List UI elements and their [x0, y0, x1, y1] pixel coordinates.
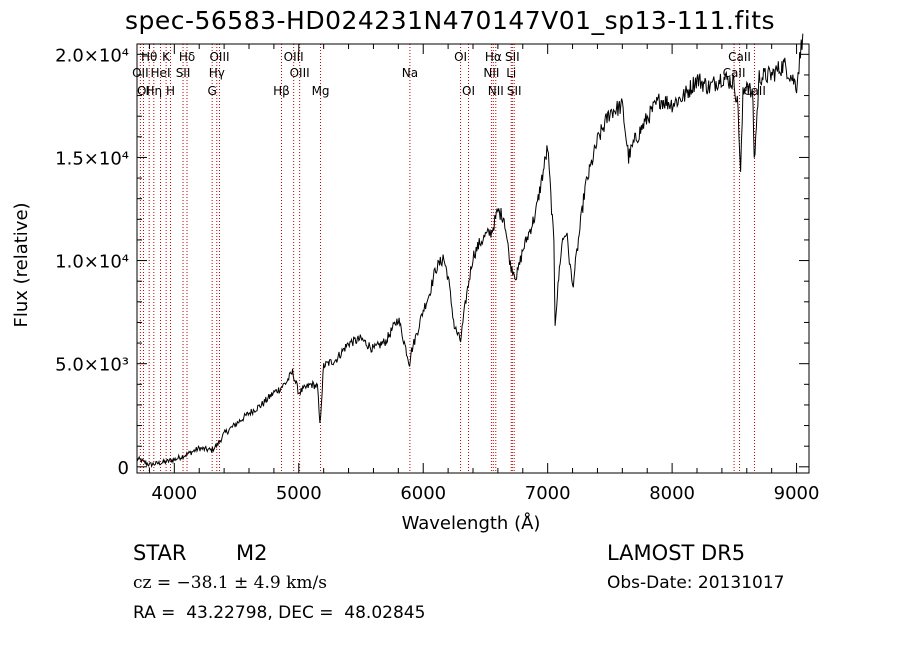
spectral-line-label: Hγ [209, 66, 225, 80]
chart-title: spec-56583-HD024231N470147V01_sp13-111.f… [124, 6, 776, 35]
spectrum-series [136, 33, 804, 469]
spectral-line-label: NII [483, 66, 499, 80]
spectral-line-markers [139, 44, 755, 473]
redshift-cz: cz = −38.1 ± 4.9 km/s [133, 573, 327, 593]
x-tick-label: 4000 [151, 483, 197, 504]
spectral-line-label: OII [132, 66, 149, 80]
spectral-line-label: Mg [312, 84, 330, 98]
object-class: STAR [133, 541, 187, 565]
y-tick-label: 1.0×10⁴ [55, 252, 129, 273]
x-tick-label: 6000 [400, 483, 446, 504]
y-tick-label: 5.0×10³ [55, 355, 129, 376]
y-tick-label: 2.0×10⁴ [55, 45, 129, 66]
spectral-line-label: Li [506, 66, 516, 80]
spectral-line-labels: HθOIIOIHηHeIKHSIIHδGHγOIIIHβOIIIOIIIMgNa… [132, 50, 766, 98]
spectral-line-label: SII [507, 84, 522, 98]
spectral-subclass: M2 [236, 541, 268, 565]
coordinates: RA = 43.22798, DEC = 48.02845 [133, 603, 426, 623]
spectral-line-label: SII [176, 66, 191, 80]
spectrum-line [136, 33, 804, 469]
y-tick-label: 0 [118, 458, 129, 479]
spectral-line-label: Hβ [273, 84, 290, 98]
spectral-line-label: CaII [723, 66, 746, 80]
spectral-line-label: G [208, 84, 217, 98]
spectral-line-label: CaII [728, 50, 751, 64]
spectral-line-label: Hη [145, 84, 162, 98]
x-tick-label: 7000 [525, 483, 571, 504]
spectral-line-label: Hθ [141, 50, 157, 64]
y-tick-label: 1.5×10⁴ [55, 148, 129, 169]
spectral-line-label: Hδ [179, 50, 195, 64]
spectral-line-label: K [162, 50, 171, 64]
x-axis-label: Wavelength (Å) [402, 512, 541, 534]
spectral-line-label: OI [462, 84, 475, 98]
spectral-line-label: NII [488, 84, 504, 98]
survey-name: LAMOST DR5 [607, 541, 746, 565]
spectral-line-label: CaII [743, 84, 766, 98]
spectral-line-label: OIII [290, 66, 310, 80]
spectral-line-label: OIII [284, 50, 304, 64]
spectral-line-label: H [166, 84, 175, 98]
x-tick-label: 5000 [276, 483, 322, 504]
spectral-line-label: HeI [151, 66, 171, 80]
spectral-line-label: OI [137, 84, 150, 98]
y-axis-label: Flux (relative) [11, 202, 32, 327]
spectral-line-label: Na [402, 66, 418, 80]
x-tick-label: 9000 [774, 483, 820, 504]
spectral-line-label: SII [505, 50, 520, 64]
axes: 4000 5000 6000 7000 8000 9000 0 5.0×10³ 1.0×10⁴ 1… [55, 43, 820, 504]
x-tick-label: 8000 [649, 483, 695, 504]
spectral-line-label: OI [454, 50, 467, 64]
spectral-line-label: Hα [485, 50, 502, 64]
obs-date: Obs-Date: 20131017 [607, 573, 785, 593]
spectral-line-label: OIII [209, 50, 229, 64]
